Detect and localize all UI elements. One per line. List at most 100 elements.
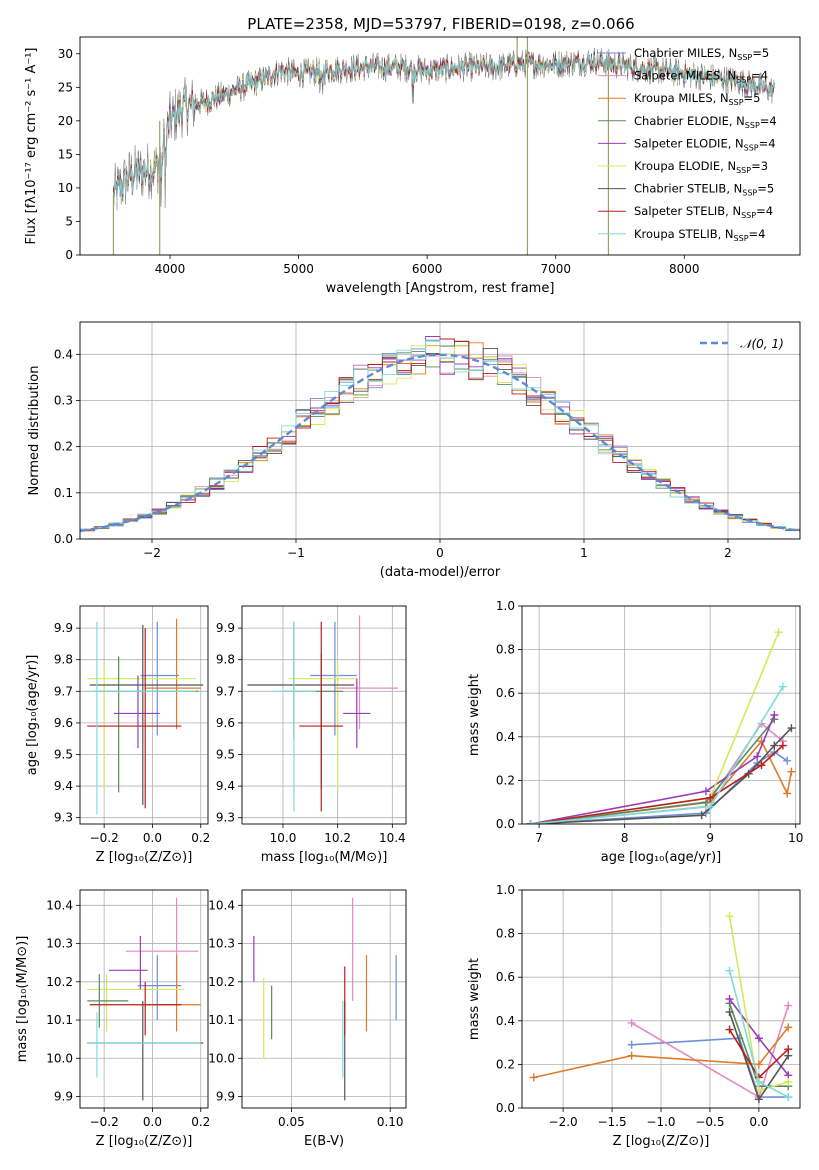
data-point xyxy=(299,621,344,812)
y-tick-label: 10.0 xyxy=(208,1051,235,1065)
x-tick-label: −0.5 xyxy=(695,1115,724,1129)
panel-age_vs_mass: 10.0 10.2 10.4 9.3 9.4 9.5 9.6 9.7 9.8 9.9 mass [l… xyxy=(216,605,407,865)
y-tick-label: 10.1 xyxy=(208,1013,235,1027)
x-tick-label: 0.0 xyxy=(143,1115,162,1129)
y-tick-label: 10.2 xyxy=(208,975,235,989)
series-line xyxy=(725,966,793,1102)
legend-entry: Salpeter MILES, NSSP=4 xyxy=(634,69,768,85)
x-tick-label: −1.0 xyxy=(646,1115,675,1129)
x-tick-label: −0.2 xyxy=(90,1115,119,1129)
data-point-marker xyxy=(701,798,710,807)
y-axis-label: mass weight xyxy=(467,958,482,1040)
data-point xyxy=(343,678,371,749)
plot-frame xyxy=(241,889,407,1109)
legend: Chabrier MILES, NSSP=5 Salpeter MILES, NS… xyxy=(598,46,777,243)
series-line xyxy=(529,1023,793,1082)
panel-weight_vs_Z: −2.0 −1.5 −1.0 −0.5 0.0 0.0 0.2 0.4 0.6 0.8 1.0 Z [… xyxy=(467,883,801,1149)
legend-entry: Salpeter STELIB, NSSP=4 xyxy=(634,204,773,220)
y-tick-label: 0.1 xyxy=(54,486,73,500)
y-tick-label: 0.4 xyxy=(496,1014,515,1028)
data-point-marker xyxy=(627,1040,636,1049)
series-path xyxy=(530,727,792,824)
legend: 𝒩(0, 1) xyxy=(700,337,784,351)
y-tick-label: 9.9 xyxy=(54,621,73,635)
y-tick-label: 15 xyxy=(58,147,73,161)
series-line xyxy=(526,724,796,824)
series-line xyxy=(526,628,783,824)
plot-frame xyxy=(79,605,209,825)
y-tick-label: 10.3 xyxy=(46,937,73,951)
panel-mass_vs_EBV: 0.05 0.10 9.9 10.0 10.1 10.2 10.3 10.4 E(B-V) xyxy=(208,889,407,1149)
y-tick-label: 0.4 xyxy=(496,730,515,744)
data-point-marker xyxy=(725,995,734,1003)
series-line xyxy=(526,737,796,824)
plot-area xyxy=(87,897,204,1101)
grid xyxy=(242,890,406,1108)
data-point xyxy=(87,1012,201,1078)
plot-area xyxy=(80,336,800,533)
data-point-marker xyxy=(784,1045,793,1054)
x-tick-label: 10.2 xyxy=(324,831,351,845)
y-tick-label: 0.2 xyxy=(54,440,73,454)
x-tick-label: −2 xyxy=(143,546,161,560)
y-tick-label: 0.6 xyxy=(496,970,515,984)
data-point xyxy=(137,955,182,1021)
y-tick-label: 10.4 xyxy=(208,898,235,912)
y-tick-label: 9.4 xyxy=(54,779,73,793)
data-point-marker xyxy=(697,811,706,820)
grid xyxy=(80,890,208,1108)
data-point-marker xyxy=(754,1034,763,1043)
series-path xyxy=(631,1037,789,1098)
x-axis-label: Z [log₁₀(Z/Z⊙)] xyxy=(613,1134,710,1149)
series-path xyxy=(530,714,776,824)
x-axis-label: Z [log₁₀(Z/Z⊙)] xyxy=(96,850,193,865)
data-point-marker xyxy=(725,912,734,921)
data-point xyxy=(334,615,398,730)
y-tick-label: 20 xyxy=(58,114,73,128)
data-point-marker xyxy=(725,1008,734,1017)
y-tick-label: 9.8 xyxy=(216,653,235,667)
y-tick-label: 9.3 xyxy=(54,811,73,825)
data-point-marker xyxy=(774,628,783,637)
plot-area xyxy=(526,628,796,824)
y-tick-label: 10.4 xyxy=(46,898,73,912)
x-axis-label: age [log₁₀(age/yr)] xyxy=(601,850,722,865)
x-tick-label: 0.05 xyxy=(278,1115,305,1129)
x-axis-label: E(B-V) xyxy=(304,1134,344,1149)
y-axis-label: mass [log₁₀(M/M⊙)] xyxy=(15,936,30,1063)
data-point-marker xyxy=(725,966,734,975)
y-tick-label: 0.8 xyxy=(496,643,515,657)
plot-area xyxy=(87,618,204,815)
plot-frame xyxy=(79,36,801,256)
series-line xyxy=(526,682,787,824)
y-tick-label: 1.0 xyxy=(496,599,515,613)
plot-area xyxy=(253,897,397,1101)
x-tick-label: 6000 xyxy=(412,262,443,276)
y-tick-label: 30 xyxy=(58,47,73,61)
y-tick-label: 9.5 xyxy=(54,747,73,761)
x-tick-label: 8000 xyxy=(669,262,700,276)
plot-frame xyxy=(79,889,209,1109)
y-tick-label: 9.8 xyxy=(54,653,73,667)
y-tick-label: 9.4 xyxy=(216,779,235,793)
data-point-marker xyxy=(754,1095,763,1104)
y-tick-label: 0.2 xyxy=(496,773,515,787)
panel-mass_vs_Z: −0.2 0.0 0.2 9.9 10.0 10.1 10.2 10.3 10.4 Z [log₁… xyxy=(15,889,210,1149)
x-tick-label: 10 xyxy=(788,831,803,845)
panel-age_vs_Z: −0.2 0.0 0.2 9.3 9.4 9.5 9.6 9.7 9.8 9.9 Z [log₁₀(… xyxy=(25,605,210,865)
x-tick-label: 9 xyxy=(706,831,714,845)
data-point xyxy=(89,981,182,1036)
y-tick-label: 0.0 xyxy=(496,817,515,831)
x-axis-label: Z [log₁₀(Z/Z⊙)] xyxy=(96,1134,193,1149)
data-point xyxy=(272,621,316,812)
y-tick-label: 0.8 xyxy=(496,927,515,941)
y-tick-label: 10 xyxy=(58,181,73,195)
x-tick-label: 0.0 xyxy=(749,1115,768,1129)
y-tick-label: 0.4 xyxy=(54,347,73,361)
y-tick-label: 5 xyxy=(65,214,73,228)
data-point-marker xyxy=(784,1023,793,1032)
histogram-step xyxy=(80,339,800,533)
data-point xyxy=(87,621,196,815)
data-point-marker xyxy=(770,711,779,719)
x-tick-label: 0.10 xyxy=(377,1115,404,1129)
